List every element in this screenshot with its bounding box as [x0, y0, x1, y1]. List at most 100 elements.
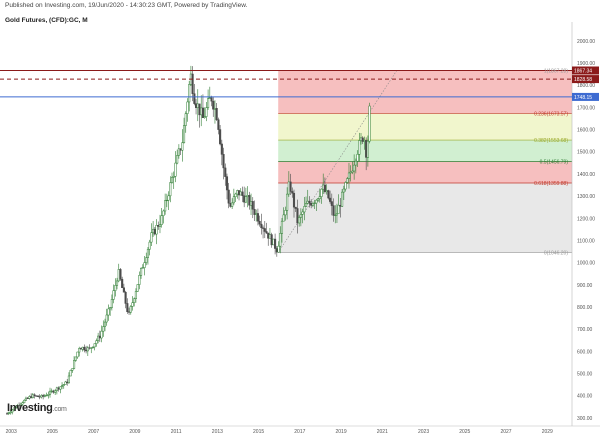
- candle-body: [210, 97, 213, 102]
- fib-label: 1(1867.28): [544, 68, 569, 74]
- candle-body: [23, 399, 26, 403]
- candle-body: [265, 231, 268, 234]
- investing-logo[interactable]: Investing.com: [7, 402, 67, 414]
- candle-body: [105, 314, 108, 323]
- candle-body: [311, 203, 314, 206]
- candle-body: [349, 171, 352, 174]
- y-tick-label: 800.00: [577, 305, 593, 311]
- candle-body: [236, 190, 239, 195]
- candle-body: [255, 213, 258, 215]
- candle-body: [231, 202, 234, 207]
- candle-body: [35, 395, 38, 397]
- candle-body: [291, 191, 294, 194]
- x-tick-label: 2015: [253, 429, 264, 435]
- candle-body: [126, 303, 129, 313]
- candle-body: [298, 217, 301, 224]
- candle-body: [330, 201, 333, 206]
- candle-body: [280, 220, 284, 234]
- candle-body: [200, 107, 203, 116]
- candle-body: [356, 154, 359, 162]
- candle-body: [323, 184, 326, 192]
- y-tick-label: 1500.00: [577, 150, 595, 156]
- candle-body: [9, 411, 12, 414]
- candle-body: [88, 347, 91, 349]
- candle-body: [196, 103, 199, 108]
- candle-body: [337, 204, 340, 214]
- candle-body: [368, 105, 371, 142]
- candle-body: [47, 394, 50, 396]
- candle-body: [117, 269, 120, 282]
- candle-body: [30, 396, 33, 398]
- chart-frame: [0, 22, 600, 427]
- fibonacci-labels: 1(1867.28) 0.236(1673.57) 0.382(1553.68) 0.…: [534, 68, 568, 256]
- candle-body: [83, 346, 86, 351]
- candle-body: [112, 290, 115, 300]
- candle-body: [170, 177, 174, 183]
- candle-body: [176, 155, 179, 164]
- candle-body: [12, 407, 15, 411]
- x-tick-label: 2011: [171, 429, 182, 435]
- candle-body: [313, 202, 316, 204]
- candle-body: [182, 125, 186, 144]
- candle-body: [215, 108, 218, 120]
- candle-body: [181, 142, 184, 151]
- candle-body: [227, 189, 230, 204]
- candle-body: [38, 396, 41, 398]
- candle-body: [195, 103, 198, 108]
- candle-body: [172, 176, 175, 178]
- candle-body: [310, 202, 313, 206]
- price-tag-bg: [572, 92, 599, 101]
- candle-body: [184, 113, 187, 126]
- candle-body: [315, 199, 318, 204]
- candle-body: [303, 206, 306, 213]
- candle-body: [73, 360, 76, 369]
- candle-body: [14, 407, 17, 409]
- candle-body: [296, 208, 299, 224]
- candle-body: [359, 137, 363, 141]
- x-tick-label: 2009: [129, 429, 140, 435]
- horizontal-levels: [0, 69, 572, 98]
- candle-body: [243, 195, 246, 203]
- candle-body: [141, 267, 144, 269]
- y-axis: 2000.00 1900.00 1800.00 1700.00 1600.00 1500.…: [577, 39, 595, 422]
- price-tag-label: 1867.34: [574, 68, 592, 74]
- candle-body: [335, 213, 339, 216]
- candle-body: [346, 178, 349, 183]
- candle-body: [320, 188, 323, 197]
- y-tick-label: 400.00: [577, 394, 593, 400]
- y-tick-label: 700.00: [577, 327, 593, 333]
- candle-body: [146, 248, 150, 258]
- candle-body: [100, 330, 103, 339]
- candle-body: [354, 160, 357, 166]
- candle-body: [24, 397, 28, 401]
- y-tick-label: 1100.00: [577, 238, 595, 244]
- candle-body: [129, 306, 132, 313]
- x-tick-label: 2029: [542, 429, 553, 435]
- candle-body: [365, 140, 368, 158]
- published-caption: Published on Investing.com, 19/Jun/2020 …: [5, 2, 248, 9]
- candle-body: [119, 269, 122, 280]
- y-tick-label: 1800.00: [577, 83, 595, 89]
- candle-body: [115, 280, 119, 286]
- candle-body: [169, 182, 172, 197]
- candle-body: [16, 405, 19, 408]
- candle-body: [256, 213, 259, 222]
- fib-zone: [278, 140, 572, 162]
- candle-body: [124, 291, 127, 304]
- candle-body: [193, 93, 196, 104]
- x-tick-label: 2005: [47, 429, 58, 435]
- candle-body: [299, 214, 302, 218]
- candle-body: [19, 403, 22, 406]
- candle-body: [186, 101, 189, 114]
- candle-body: [45, 395, 48, 397]
- y-tick-label: 1000.00: [577, 261, 595, 267]
- candle-body: [334, 214, 337, 216]
- candle-body: [248, 195, 251, 206]
- candle-body: [177, 148, 180, 156]
- y-tick-label: 1300.00: [577, 194, 595, 200]
- y-tick-label: 500.00: [577, 371, 593, 377]
- candle-body: [241, 191, 244, 196]
- x-tick-label: 2019: [336, 429, 347, 435]
- candle-body: [213, 108, 217, 110]
